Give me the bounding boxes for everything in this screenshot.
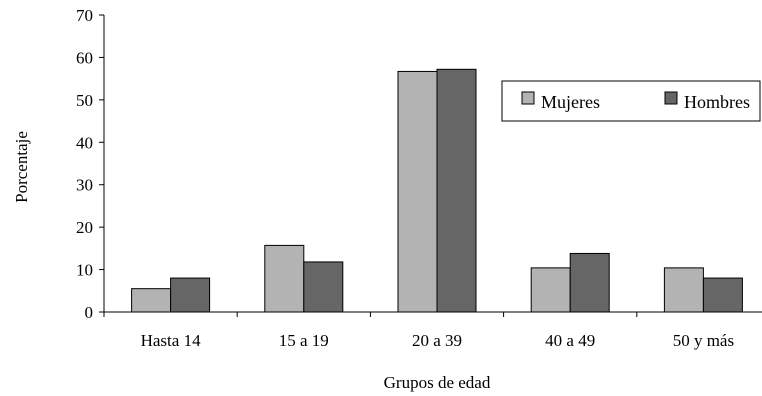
bar-hombres bbox=[170, 277, 211, 313]
legend-frame bbox=[501, 80, 761, 122]
bar-hombres bbox=[702, 277, 743, 313]
y-tick-label: 10 bbox=[76, 261, 93, 280]
x-tick-label: Hasta 14 bbox=[141, 331, 201, 350]
bar-mujeres bbox=[264, 244, 305, 313]
bar-mujeres bbox=[131, 288, 172, 313]
y-axis-title: Porcentaje bbox=[12, 131, 31, 203]
y-tick-label: 60 bbox=[76, 48, 93, 67]
legend-swatch-mujeres bbox=[521, 91, 535, 105]
y-tick-label: 20 bbox=[76, 218, 93, 237]
y-tick-label: 40 bbox=[76, 133, 93, 152]
bar-mujeres bbox=[530, 267, 571, 313]
x-tick-label: 40 a 49 bbox=[545, 331, 595, 350]
bar-hombres bbox=[569, 252, 610, 313]
bar-hombres bbox=[436, 68, 477, 313]
y-axis: 0 10 20 30 40 50 60 70 bbox=[76, 6, 105, 322]
y-tick-label: 70 bbox=[76, 6, 93, 25]
legend: Mujeres Hombres bbox=[501, 80, 761, 122]
x-tick-label: 15 a 19 bbox=[279, 331, 329, 350]
bars bbox=[131, 68, 743, 313]
legend-label-hombres: Hombres bbox=[684, 92, 750, 112]
bar-mujeres bbox=[663, 267, 704, 313]
bar-hombres bbox=[303, 261, 344, 313]
x-axis: Hasta 14 15 a 19 20 a 39 40 a 49 50 y más bbox=[103, 311, 762, 350]
x-axis-title: Grupos de edad bbox=[384, 373, 491, 392]
bar-mujeres bbox=[397, 70, 438, 313]
legend-swatch-hombres bbox=[664, 91, 678, 105]
x-tick-label: 50 y más bbox=[673, 331, 734, 350]
y-tick-label: 50 bbox=[76, 91, 93, 110]
y-tick-label: 0 bbox=[85, 303, 94, 322]
y-tick-label: 30 bbox=[76, 176, 93, 195]
legend-label-mujeres: Mujeres bbox=[541, 92, 600, 112]
x-tick-label: 20 a 39 bbox=[412, 331, 462, 350]
